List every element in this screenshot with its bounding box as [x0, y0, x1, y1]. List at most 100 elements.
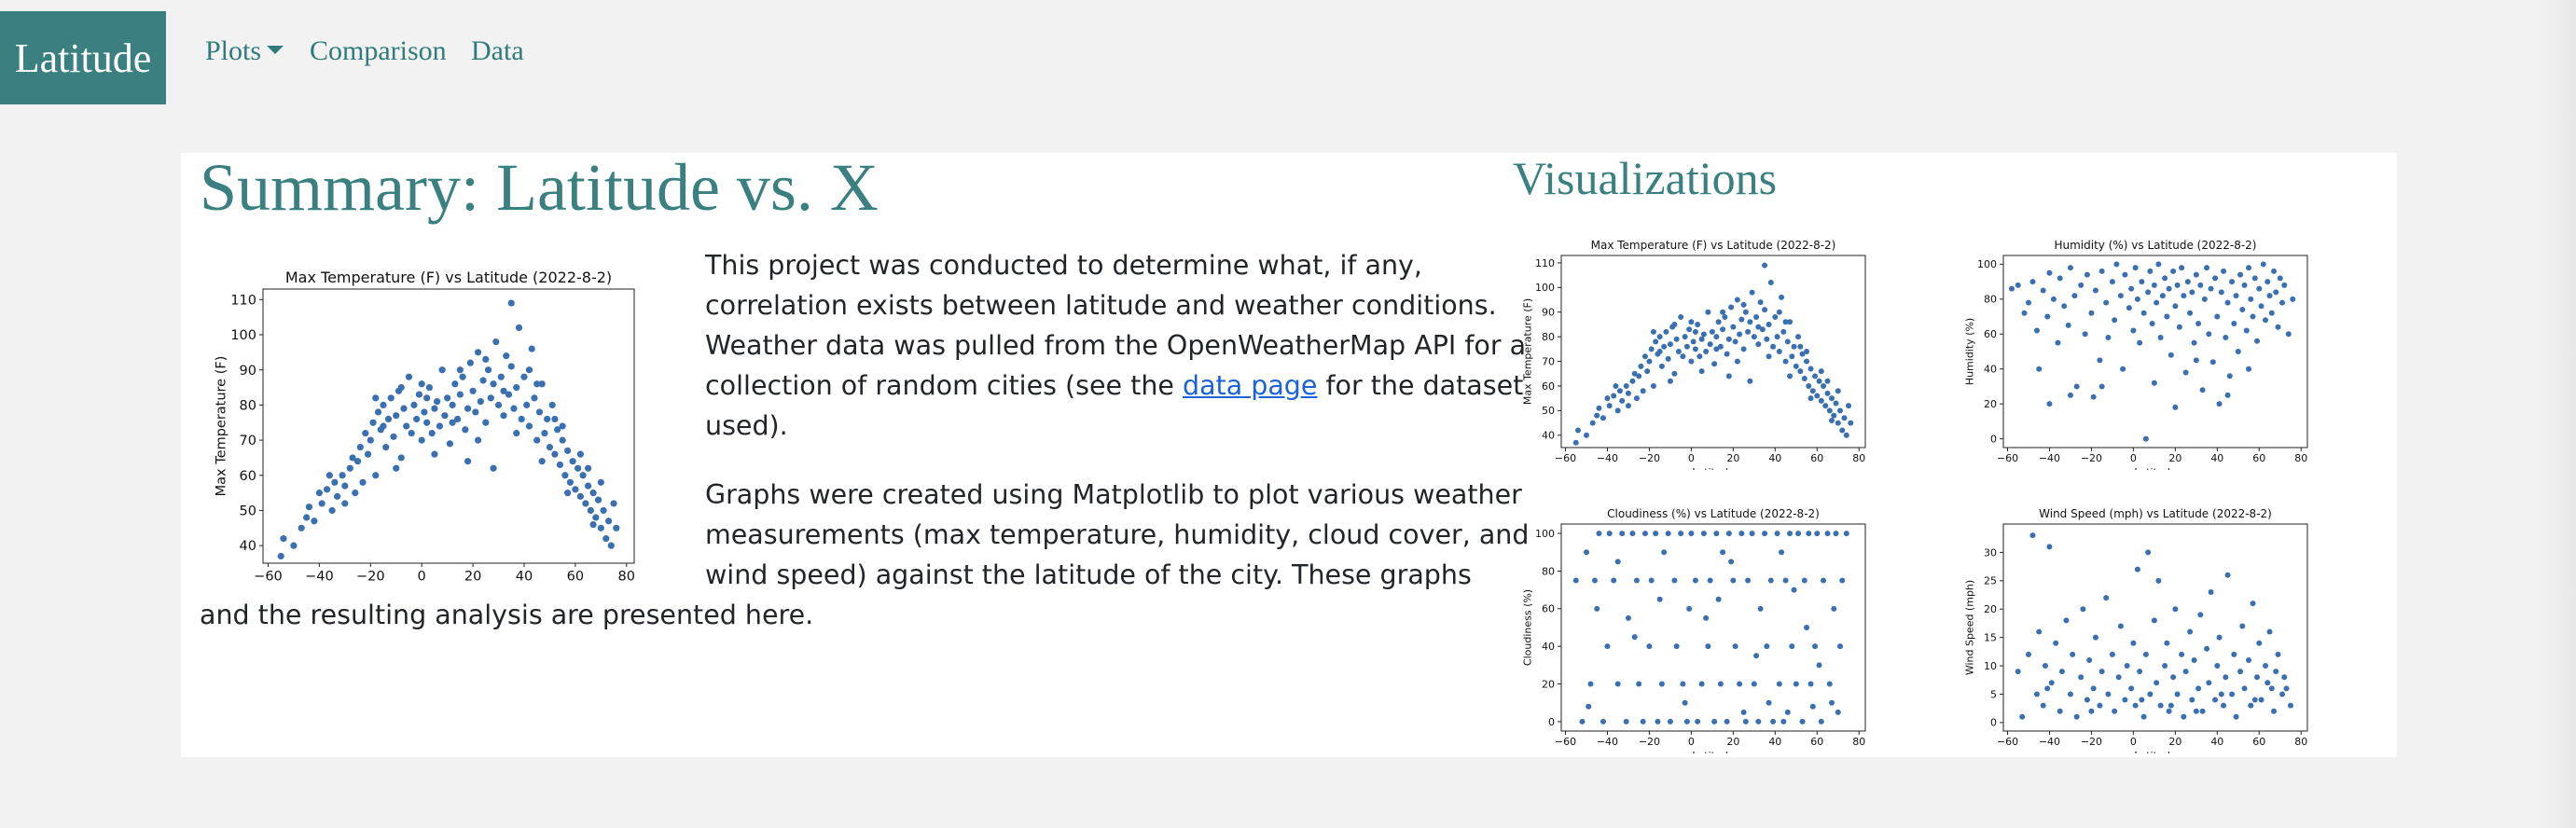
data-point [1653, 338, 1659, 345]
data-point [1636, 681, 1642, 687]
data-point [2224, 572, 2231, 578]
data-point [431, 450, 438, 458]
y-tick-label: 5 [1990, 688, 1997, 700]
data-point [2197, 612, 2204, 618]
nav-plots-dropdown[interactable]: Plots [205, 35, 284, 67]
data-point [538, 458, 546, 465]
data-point [2088, 708, 2095, 714]
data-point [1671, 370, 1678, 377]
data-point [2036, 628, 2043, 635]
data-point [520, 373, 528, 380]
data-point [2132, 702, 2139, 709]
data-point [359, 478, 367, 486]
data-point [1646, 643, 1653, 650]
data-point [1658, 681, 1665, 687]
x-tick-label: −60 [254, 570, 283, 585]
data-point [1757, 299, 1764, 306]
data-point [431, 405, 438, 412]
data-point [1829, 417, 1835, 423]
scrollbar[interactable] [2535, 0, 2576, 828]
data-point [1806, 382, 1812, 389]
data-point [1713, 334, 1720, 340]
viz-humidity-chart[interactable]: Humidity (%) vs Latitude (2022-8-2) −60 −4… [1955, 235, 2328, 470]
viz-cloud-chart[interactable]: Cloudiness (%) vs Latitude (2022-8-2) −60… [1513, 504, 1886, 753]
data-point [2025, 651, 2031, 657]
data-point [369, 419, 377, 426]
data-point [589, 520, 597, 529]
data-point [1700, 531, 1707, 537]
data-point [2164, 640, 2170, 646]
data-point [1747, 378, 1753, 384]
data-point [1707, 577, 1713, 584]
data-point [2246, 265, 2252, 271]
y-tick-label: 80 [240, 398, 256, 413]
data-point [1700, 331, 1707, 338]
scatter-points [1572, 262, 1854, 446]
para-line: This project was conducted to determine … [705, 250, 1422, 281]
x-tick-label: 20 [1726, 736, 1739, 748]
y-tick-label: 60 [1542, 603, 1555, 615]
summary-temp-chart[interactable]: Max Temperature (F) vs Latitude (2022-8-… [203, 259, 670, 586]
data-point [472, 408, 479, 416]
scatter-points [1572, 531, 1849, 724]
data-point [1795, 531, 1802, 537]
data-point [1678, 314, 1684, 321]
data-point [1583, 432, 1589, 438]
y-tick-label: 70 [240, 434, 256, 448]
data-point [1665, 355, 1671, 362]
data-point [1671, 577, 1678, 584]
data-point [1606, 403, 1613, 409]
data-point [1757, 605, 1764, 612]
data-point [1753, 314, 1760, 321]
data-point [2224, 299, 2231, 306]
data-point [290, 542, 298, 549]
chart-title: Humidity (%) vs Latitude (2022-8-2) [2054, 239, 2256, 252]
data-point [1725, 531, 1732, 537]
y-tick-label: 40 [1984, 364, 1997, 376]
data-page-link[interactable]: data page [1182, 370, 1318, 401]
y-tick-label: 100 [1977, 258, 1997, 270]
data-point [1583, 549, 1589, 556]
brand-link[interactable]: Latitude [0, 11, 166, 104]
data-point [1614, 407, 1621, 414]
data-point [280, 535, 287, 543]
data-point [2214, 663, 2221, 669]
data-point [1663, 328, 1669, 335]
viz-temp-chart[interactable]: Max Temperature (F) vs Latitude (2022-8-… [1513, 235, 1886, 470]
caret-down-icon [267, 45, 284, 54]
data-point [1789, 643, 1795, 650]
x-axis-label: Latitude [1692, 750, 1735, 753]
viz-wind-chart[interactable]: Wind Speed (mph) vs Latitude (2022-8-2) −… [1955, 504, 2328, 753]
data-point [1818, 397, 1824, 404]
data-point [1793, 681, 1799, 687]
data-point [1614, 681, 1621, 687]
data-point [1631, 370, 1638, 377]
para-text: collection of random cities (see the [705, 370, 1183, 401]
data-point [589, 490, 597, 497]
data-point [564, 447, 572, 454]
data-point [1656, 349, 1663, 354]
data-point [1675, 349, 1682, 354]
data-point [449, 419, 456, 426]
data-point [2204, 645, 2210, 652]
data-point [594, 496, 602, 504]
data-point [564, 490, 572, 497]
y-axis-label: Max Temperature (F) [215, 356, 229, 497]
data-point [1625, 390, 1631, 396]
y-tick-label: 60 [240, 469, 256, 484]
data-point [1843, 531, 1849, 537]
data-point [1586, 703, 1592, 710]
data-point [1648, 346, 1655, 352]
data-point [1692, 577, 1698, 584]
data-point [600, 506, 607, 515]
data-point [1770, 718, 1777, 724]
nav-data-link[interactable]: Data [471, 35, 524, 66]
data-point [2248, 702, 2254, 709]
data-point [2044, 685, 2051, 692]
data-point [1728, 304, 1735, 310]
data-point [2036, 366, 2043, 372]
nav-comparison-link[interactable]: Comparison [310, 35, 447, 66]
nav-plots-label: Plots [205, 35, 262, 66]
data-point [387, 394, 395, 402]
data-point [610, 500, 617, 507]
